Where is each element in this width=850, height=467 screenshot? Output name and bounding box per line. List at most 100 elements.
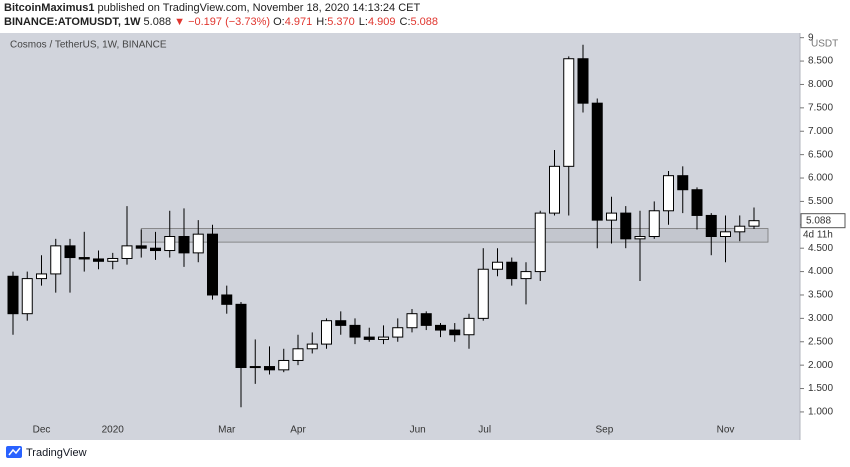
candle-body bbox=[663, 175, 674, 212]
change: ▼ −0.197 (−3.73%) bbox=[174, 16, 271, 28]
candle-body bbox=[335, 320, 347, 326]
y-tick-label: 4.500 bbox=[808, 243, 833, 254]
ohlc-value: 5.370 bbox=[327, 16, 355, 28]
candle-body bbox=[292, 348, 304, 361]
candle-body bbox=[349, 324, 361, 338]
y-tick-label: 9 bbox=[808, 32, 814, 43]
chart-title: Cosmos / TetherUS, 1W, BINANCE bbox=[10, 40, 167, 51]
ohlc-value: 4.909 bbox=[367, 16, 396, 28]
candle-body bbox=[677, 175, 689, 191]
candle-body bbox=[520, 271, 532, 280]
ohlc-value: 4.971 bbox=[284, 16, 313, 28]
candle-body bbox=[36, 273, 47, 280]
ohlc-value: 5.088 bbox=[410, 16, 439, 28]
candle-body bbox=[734, 225, 746, 233]
candle-body bbox=[107, 257, 119, 262]
candle-body bbox=[363, 336, 375, 340]
y-tick-label: 1.000 bbox=[808, 407, 833, 418]
candle-body bbox=[249, 366, 261, 369]
candle-body bbox=[705, 214, 717, 237]
y-tick-label: 7.500 bbox=[808, 102, 833, 113]
logo bbox=[6, 446, 22, 458]
candle-body bbox=[78, 257, 90, 260]
price-box bbox=[800, 213, 846, 229]
x-tick-label: 2020 bbox=[102, 425, 125, 436]
candle-body bbox=[420, 313, 432, 326]
candle-body bbox=[192, 233, 204, 254]
y-tick-label: 7.000 bbox=[808, 126, 833, 137]
candle-body bbox=[21, 278, 33, 315]
y-tick-label: 6.500 bbox=[808, 149, 833, 160]
candle-body bbox=[606, 212, 617, 221]
candle-body bbox=[549, 165, 560, 214]
ohlc-label: L: bbox=[358, 16, 368, 28]
candle-body bbox=[748, 220, 760, 227]
price-label: 5.088 bbox=[806, 215, 831, 226]
zone bbox=[140, 228, 769, 243]
y-tick-label: 2.000 bbox=[808, 360, 833, 371]
header-line-1: BitcoinMaximus1 published on TradingView… bbox=[4, 2, 420, 14]
candle-body bbox=[93, 258, 104, 262]
candle-body bbox=[135, 245, 147, 249]
countdown: 4d 11h bbox=[803, 229, 833, 240]
y-tick-label: 6.000 bbox=[808, 173, 833, 184]
x-tick-label: Sep bbox=[595, 425, 613, 436]
ohlc: O:4.971 H:5.370 L:4.909 C:5.088 bbox=[273, 16, 442, 28]
x-tick-label: Jul bbox=[478, 425, 491, 436]
candle-body bbox=[563, 58, 575, 167]
candle-body bbox=[492, 261, 503, 270]
candle-body bbox=[7, 275, 19, 315]
header-line-2: BINANCE:ATOMUSDT, 1W 5.088 ▼ −0.197 (−3.… bbox=[4, 16, 442, 28]
ohlc-label: C: bbox=[399, 16, 411, 28]
y-tick-label: 2.500 bbox=[808, 336, 833, 347]
candle-body bbox=[720, 231, 731, 237]
ohlc-label: O: bbox=[273, 16, 285, 28]
y-tick-label: 3.000 bbox=[808, 313, 833, 324]
candle-body bbox=[534, 212, 546, 273]
candle-body bbox=[463, 317, 475, 336]
price: 5.088 bbox=[143, 16, 172, 28]
candle-body bbox=[221, 294, 233, 305]
candle-body bbox=[449, 329, 461, 336]
x-tick-label: Nov bbox=[717, 425, 735, 436]
candle-body bbox=[406, 313, 418, 329]
y-tick-label: 5.500 bbox=[808, 196, 833, 207]
candle-body bbox=[207, 233, 218, 296]
candle-body bbox=[164, 236, 176, 252]
candle-body bbox=[477, 268, 489, 319]
candle-body bbox=[435, 324, 446, 331]
y-unit: USDT bbox=[811, 39, 838, 50]
candle-body bbox=[306, 343, 318, 350]
candle-body bbox=[591, 102, 603, 221]
candle-body bbox=[150, 247, 161, 252]
candle-body bbox=[648, 210, 660, 237]
y-tick-label: 4.000 bbox=[808, 266, 833, 277]
ohlc-label: H: bbox=[316, 16, 328, 28]
candle-body bbox=[392, 327, 404, 338]
candle-body bbox=[634, 236, 646, 240]
x-tick-label: Dec bbox=[33, 425, 51, 436]
published: published on TradingView.com, November 1… bbox=[94, 2, 421, 14]
candle-body bbox=[321, 320, 332, 345]
x-tick-label: Mar bbox=[218, 425, 236, 436]
axis-bg bbox=[800, 33, 850, 440]
candle-body bbox=[691, 189, 703, 216]
y-tick-label: 1.500 bbox=[808, 383, 833, 394]
candle-body bbox=[178, 236, 190, 254]
y-tick-label: 8.000 bbox=[808, 79, 833, 90]
y-tick-label: 8.500 bbox=[808, 56, 833, 67]
candle-body bbox=[235, 303, 247, 368]
x-tick-label: Jun bbox=[410, 425, 426, 436]
candle-body bbox=[577, 58, 589, 104]
y-tick-label: 3.500 bbox=[808, 290, 833, 301]
candle-body bbox=[278, 359, 290, 371]
candle-body bbox=[64, 245, 76, 259]
candle-body bbox=[264, 366, 275, 371]
candle-body bbox=[620, 212, 632, 240]
candle-body bbox=[121, 245, 133, 259]
candle-body bbox=[506, 261, 518, 280]
brand: TradingView bbox=[26, 447, 87, 459]
candle-body bbox=[50, 245, 62, 275]
